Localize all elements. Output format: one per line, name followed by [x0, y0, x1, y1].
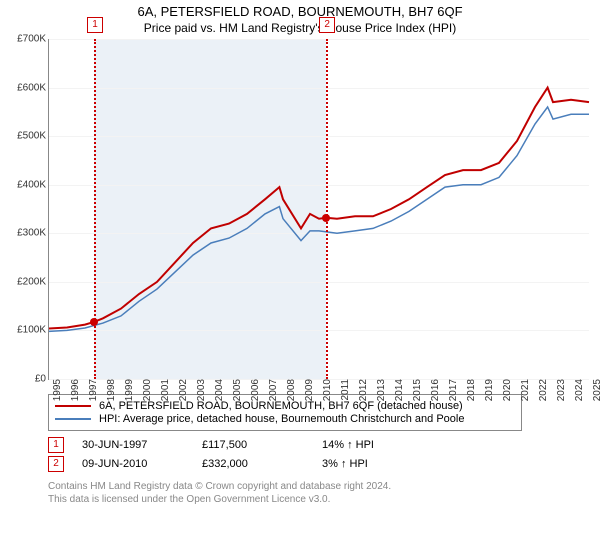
x-tick-label: 1999	[121, 379, 135, 401]
legend-swatch	[55, 418, 91, 420]
x-tick-label: 2012	[355, 379, 369, 401]
x-tick-label: 2011	[337, 379, 351, 401]
marker-box: 2	[319, 17, 335, 33]
x-tick-label: 2014	[391, 379, 405, 401]
sale-point	[90, 318, 98, 326]
x-tick-label: 2008	[283, 379, 297, 401]
x-tick-label: 2018	[463, 379, 477, 401]
y-tick-label: £100K	[17, 325, 49, 336]
legend-label: 6A, PETERSFIELD ROAD, BOURNEMOUTH, BH7 6…	[99, 400, 463, 412]
x-tick-label: 2007	[265, 379, 279, 401]
x-tick-label: 2003	[193, 379, 207, 401]
x-tick-label: 2019	[481, 379, 495, 401]
x-tick-label: 2002	[175, 379, 189, 401]
sale-price: £117,500	[202, 439, 322, 451]
y-tick-label: £500K	[17, 131, 49, 142]
marker-box: 1	[87, 17, 103, 33]
sale-point	[322, 214, 330, 222]
y-tick-label: £300K	[17, 228, 49, 239]
sale-delta: 3% ↑ HPI	[322, 458, 368, 470]
legend-item: HPI: Average price, detached house, Bour…	[55, 413, 515, 425]
table-row: 2 09-JUN-2010£332,0003% ↑ HPI	[48, 456, 590, 472]
sales-table: 1 30-JUN-1997£117,50014% ↑ HPI 2 09-JUN-20…	[48, 437, 590, 472]
y-tick-label: £400K	[17, 179, 49, 190]
marker-ref: 1	[48, 437, 64, 453]
attribution: Contains HM Land Registry data © Crown c…	[48, 480, 590, 506]
x-tick-label: 2004	[211, 379, 225, 401]
x-tick-label: 2020	[499, 379, 513, 401]
sale-date: 09-JUN-2010	[82, 458, 202, 470]
y-tick-label: £0	[35, 374, 49, 385]
x-tick-label: 2000	[139, 379, 153, 401]
x-tick-label: 2010	[319, 379, 333, 401]
x-tick-label: 1996	[67, 379, 81, 401]
legend-item: 6A, PETERSFIELD ROAD, BOURNEMOUTH, BH7 6…	[55, 400, 515, 412]
x-tick-label: 2016	[427, 379, 441, 401]
x-tick-label: 2025	[589, 379, 600, 401]
x-tick-label: 2022	[535, 379, 549, 401]
y-tick-label: £700K	[17, 34, 49, 45]
x-tick-label: 2024	[571, 379, 585, 401]
x-tick-label: 2009	[301, 379, 315, 401]
line-plot	[49, 39, 589, 379]
x-tick-label: 1998	[103, 379, 117, 401]
x-tick-label: 1997	[85, 379, 99, 401]
y-tick-label: £200K	[17, 276, 49, 287]
legend-swatch	[55, 405, 91, 407]
x-tick-label: 2015	[409, 379, 423, 401]
x-tick-label: 2006	[247, 379, 261, 401]
x-tick-label: 1995	[49, 379, 63, 401]
x-tick-label: 2021	[517, 379, 531, 401]
table-row: 1 30-JUN-1997£117,50014% ↑ HPI	[48, 437, 590, 453]
x-tick-label: 2001	[157, 379, 171, 401]
sale-delta: 14% ↑ HPI	[322, 439, 374, 451]
sale-price: £332,000	[202, 458, 322, 470]
chart-area: £0£100K£200K£300K£400K£500K£600K£700K199…	[48, 39, 589, 380]
x-tick-label: 2013	[373, 379, 387, 401]
x-tick-label: 2017	[445, 379, 459, 401]
marker-ref: 2	[48, 456, 64, 472]
x-tick-label: 2023	[553, 379, 567, 401]
y-tick-label: £600K	[17, 82, 49, 93]
x-tick-label: 2005	[229, 379, 243, 401]
sale-date: 30-JUN-1997	[82, 439, 202, 451]
legend-label: HPI: Average price, detached house, Bour…	[99, 413, 464, 425]
